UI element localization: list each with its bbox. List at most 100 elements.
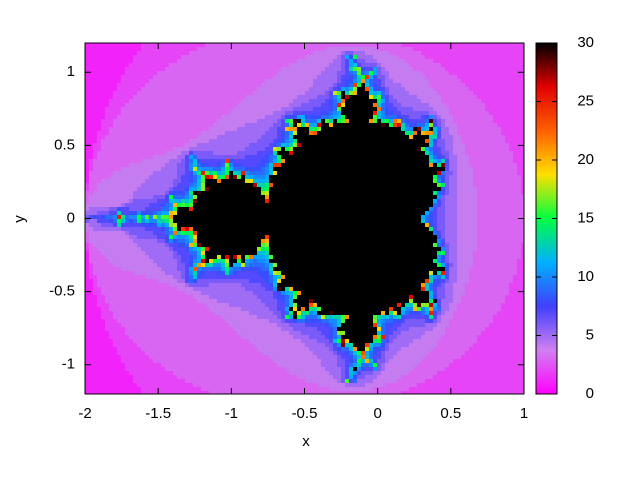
heatmap-cell xyxy=(209,91,214,96)
heatmap-cell xyxy=(313,175,318,180)
heatmap-cell xyxy=(469,211,474,216)
heatmap-cell xyxy=(373,215,378,220)
heatmap-cell xyxy=(481,135,486,140)
heatmap-cell xyxy=(257,175,262,180)
heatmap-cell xyxy=(109,83,114,88)
heatmap-cell xyxy=(361,103,366,108)
heatmap-cell xyxy=(413,135,418,140)
heatmap-cell xyxy=(357,71,362,76)
heatmap-cell xyxy=(461,175,466,180)
heatmap-cell xyxy=(165,79,170,84)
heatmap-cell xyxy=(417,143,422,148)
heatmap-cell xyxy=(137,163,142,168)
heatmap-cell xyxy=(393,91,398,96)
heatmap-cell xyxy=(225,195,230,200)
heatmap-cell xyxy=(145,123,150,128)
heatmap-cell xyxy=(429,91,434,96)
heatmap-cell xyxy=(225,103,230,108)
heatmap-cell xyxy=(129,143,134,148)
heatmap-cell xyxy=(105,127,110,132)
heatmap-cell xyxy=(189,111,194,116)
heatmap-cell xyxy=(141,91,146,96)
heatmap-cell xyxy=(141,223,146,228)
heatmap-cell xyxy=(521,59,525,64)
heatmap-cell xyxy=(313,115,318,120)
heatmap-cell xyxy=(497,115,502,120)
heatmap-cell xyxy=(285,211,290,216)
heatmap-cell xyxy=(261,51,266,56)
heatmap-cell xyxy=(489,187,494,192)
heatmap-cell xyxy=(449,79,454,84)
heatmap-cell xyxy=(233,67,238,72)
heatmap-cell xyxy=(497,83,502,88)
heatmap-cell xyxy=(205,111,210,116)
heatmap-cell xyxy=(189,147,194,152)
heatmap-cell xyxy=(273,151,278,156)
heatmap-cell xyxy=(277,79,282,84)
heatmap-cell xyxy=(173,135,178,140)
heatmap-cell xyxy=(117,163,122,168)
heatmap-cell xyxy=(349,127,354,132)
heatmap-cell xyxy=(157,51,162,56)
heatmap-cell xyxy=(301,99,306,104)
heatmap-cell xyxy=(253,115,258,120)
heatmap-cell xyxy=(185,135,190,140)
heatmap-cell xyxy=(305,123,310,128)
heatmap-cell xyxy=(389,63,394,68)
heatmap-cell xyxy=(497,99,502,104)
heatmap-cell xyxy=(453,127,458,132)
heatmap-cell xyxy=(341,119,346,124)
heatmap-cell xyxy=(169,183,174,188)
heatmap-cell xyxy=(313,203,318,208)
heatmap-cell xyxy=(281,171,286,176)
heatmap-cell xyxy=(225,223,230,228)
heatmap-cell xyxy=(365,155,370,160)
heatmap-cell xyxy=(161,111,166,116)
heatmap-cell xyxy=(217,203,222,208)
heatmap-cell xyxy=(177,87,182,92)
heatmap-cell xyxy=(101,123,106,128)
heatmap-cell xyxy=(277,119,282,124)
heatmap-cell xyxy=(109,215,114,220)
heatmap-cell xyxy=(301,79,306,84)
heatmap-cell xyxy=(125,59,130,64)
heatmap-cell xyxy=(309,199,314,204)
heatmap-cell xyxy=(173,75,178,80)
heatmap-cell xyxy=(345,103,350,108)
heatmap-cell xyxy=(125,207,130,212)
heatmap-cell xyxy=(445,67,450,72)
heatmap-cell xyxy=(373,115,378,120)
heatmap-cell xyxy=(309,219,314,224)
heatmap-cell xyxy=(405,171,410,176)
heatmap-cell xyxy=(93,131,98,136)
heatmap-cell xyxy=(389,219,394,224)
heatmap-cell xyxy=(245,123,250,128)
heatmap-cell xyxy=(229,167,234,172)
heatmap-cell xyxy=(393,171,398,176)
heatmap-cell xyxy=(125,203,130,208)
heatmap-cell xyxy=(357,63,362,68)
heatmap-cell xyxy=(353,103,358,108)
heatmap-cell xyxy=(405,103,410,108)
heatmap-cell xyxy=(277,63,282,68)
heatmap-cell xyxy=(377,151,382,156)
heatmap-cell xyxy=(433,195,438,200)
heatmap-cell xyxy=(437,115,442,120)
heatmap-cell xyxy=(197,127,202,132)
heatmap-cell xyxy=(329,79,334,84)
heatmap-cell xyxy=(425,187,430,192)
heatmap-cell xyxy=(397,43,402,48)
heatmap-cell xyxy=(169,79,174,84)
heatmap-cell xyxy=(101,75,106,80)
heatmap-cell xyxy=(165,139,170,144)
heatmap-cell xyxy=(333,79,338,84)
heatmap-cell xyxy=(161,215,166,220)
heatmap-cell xyxy=(217,115,222,120)
heatmap-cell xyxy=(121,67,126,72)
heatmap-cell xyxy=(213,167,218,172)
heatmap-cell xyxy=(293,171,298,176)
heatmap-cell xyxy=(373,47,378,52)
heatmap-cell xyxy=(357,211,362,216)
heatmap-cell xyxy=(105,143,110,148)
heatmap-cell xyxy=(425,159,430,164)
